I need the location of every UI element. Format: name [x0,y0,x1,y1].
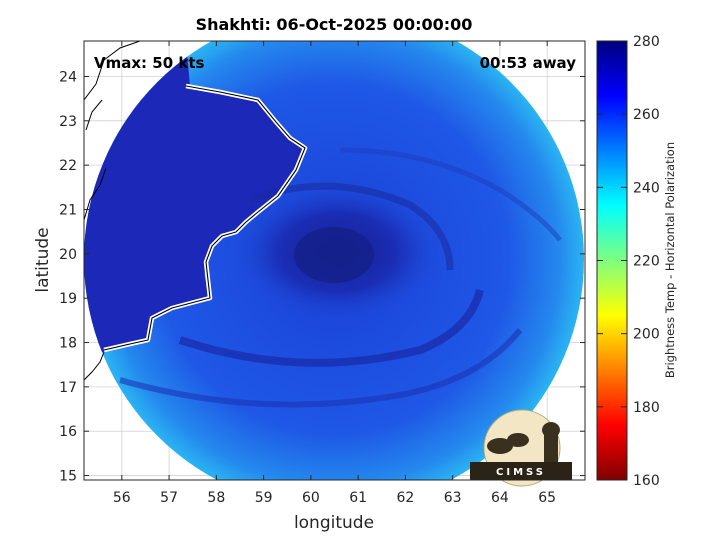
y-tick-label: 24 [59,69,77,85]
rain-band [339,147,562,242]
x-tick-label: 58 [207,490,225,506]
y-tick-label: 17 [59,380,77,396]
x-tick-label: 60 [302,490,320,506]
storm-eye [294,227,374,283]
rain-band [178,288,484,367]
y-tick-label: 16 [59,424,77,440]
colorbar-tick-label: 160 [633,473,660,489]
colorbar-tick-label: 180 [633,400,660,416]
y-tick-label: 20 [59,247,77,263]
colorbar-tick-label: 280 [633,34,660,50]
cimss-logo-text: CIMSS [496,467,546,478]
x-tick-label: 61 [349,490,367,506]
cimss-logo: CIMSS [470,409,572,487]
x-axis-label: longitude [294,513,374,533]
colorbar-tick-label: 240 [633,180,660,196]
x-axis: 56 57 58 59 60 61 62 63 64 65 [113,41,556,506]
time-offset-annotation: 00:53 away [480,54,577,72]
y-tick-label: 21 [59,203,77,219]
vmax-annotation: Vmax: 50 kts [94,54,204,72]
x-tick-label: 63 [444,490,462,506]
colorbar-ticks: 160 180 200 220 240 260 280 [597,34,660,489]
axes-frame [83,40,586,481]
y-tick-label: 22 [59,158,77,174]
y-tick-label: 23 [59,114,77,130]
x-tick-label: 62 [396,490,414,506]
x-tick-label: 57 [160,490,178,506]
y-tick-label: 18 [59,336,77,352]
land-area [84,41,305,354]
colorbar-tick-label: 220 [633,254,660,270]
rain-band [119,328,523,408]
y-axis-label: latitude [33,227,53,292]
chart-title: Shakhti: 06-Oct-2025 00:00:00 [196,15,473,34]
colorbar-tick-label: 200 [633,327,660,343]
colorbar: 160 180 200 220 240 260 280 Brightness Temp - … [596,34,677,489]
rain-band [248,182,454,271]
x-tick-label: 56 [113,490,131,506]
colorbar-label: Brightness Temp - Horizontal Polarizatio… [663,142,677,378]
coastline-outside [84,41,141,381]
y-tick-label: 15 [59,469,77,485]
coastline [103,85,306,351]
y-axis: 15 16 17 18 19 20 21 22 23 24 [59,69,585,485]
y-tick-label: 19 [59,291,77,307]
colorbar-tick-label: 260 [633,107,660,123]
x-tick-label: 59 [255,490,273,506]
x-tick-label: 65 [538,490,556,506]
x-tick-label: 64 [491,490,509,506]
swath-image [84,41,584,480]
